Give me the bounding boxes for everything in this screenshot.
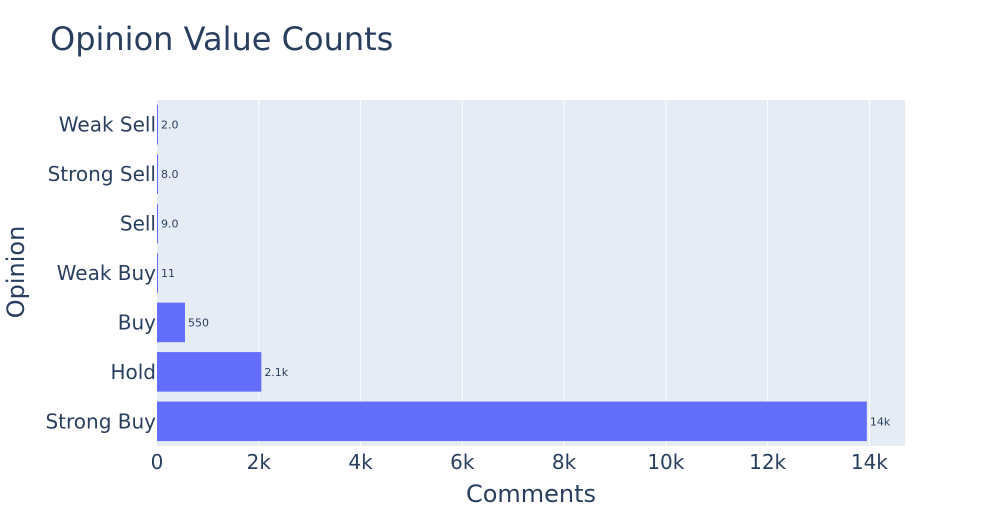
bar (157, 104, 158, 145)
bar (157, 253, 158, 293)
x-tick-label: 14k (851, 450, 888, 474)
x-tick-label: 8k (552, 450, 577, 474)
y-tick-label: Strong Buy (45, 409, 156, 433)
bar (157, 302, 185, 343)
x-tick-label: 10k (647, 450, 684, 474)
bar (157, 203, 158, 244)
x-tick-label: 4k (348, 450, 373, 474)
chart-title: Opinion Value Counts (50, 20, 393, 58)
x-tick-label: 0 (151, 450, 164, 474)
x-tick-label: 6k (450, 450, 475, 474)
x-tick-label: 2k (247, 450, 272, 474)
plot-area (157, 100, 905, 446)
bars (157, 104, 867, 442)
data-label: 9.0 (161, 218, 179, 231)
data-label: 8.0 (161, 168, 179, 181)
data-labels: 14k 2.1k 550 11 9.0 8.0 2.0 (161, 119, 891, 429)
data-label: 2.0 (161, 119, 179, 132)
x-tick-label: 12k (749, 450, 786, 474)
y-axis-title: Opinion (2, 226, 30, 319)
y-axis-ticks: Strong Buy Hold Buy Weak Buy Sell Strong Sell… (45, 113, 156, 434)
data-label: 11 (161, 267, 175, 280)
x-axis-ticks: 0 2k 4k 6k 8k 10k 12k 14k (151, 450, 889, 474)
y-tick-label: Strong Sell (48, 162, 156, 186)
y-tick-label: Buy (118, 310, 156, 334)
x-axis-title: Comments (466, 480, 596, 508)
bar (157, 401, 867, 442)
bar (157, 154, 158, 194)
data-label: 550 (188, 316, 209, 329)
grid-lines (258, 100, 870, 446)
y-tick-label: Weak Sell (59, 113, 156, 137)
y-tick-label: Hold (110, 360, 156, 384)
data-label: 2.1k (264, 366, 288, 379)
bar (157, 352, 262, 392)
y-tick-label: Weak Buy (57, 261, 157, 285)
y-tick-label: Sell (120, 212, 156, 236)
data-label: 14k (870, 415, 891, 428)
